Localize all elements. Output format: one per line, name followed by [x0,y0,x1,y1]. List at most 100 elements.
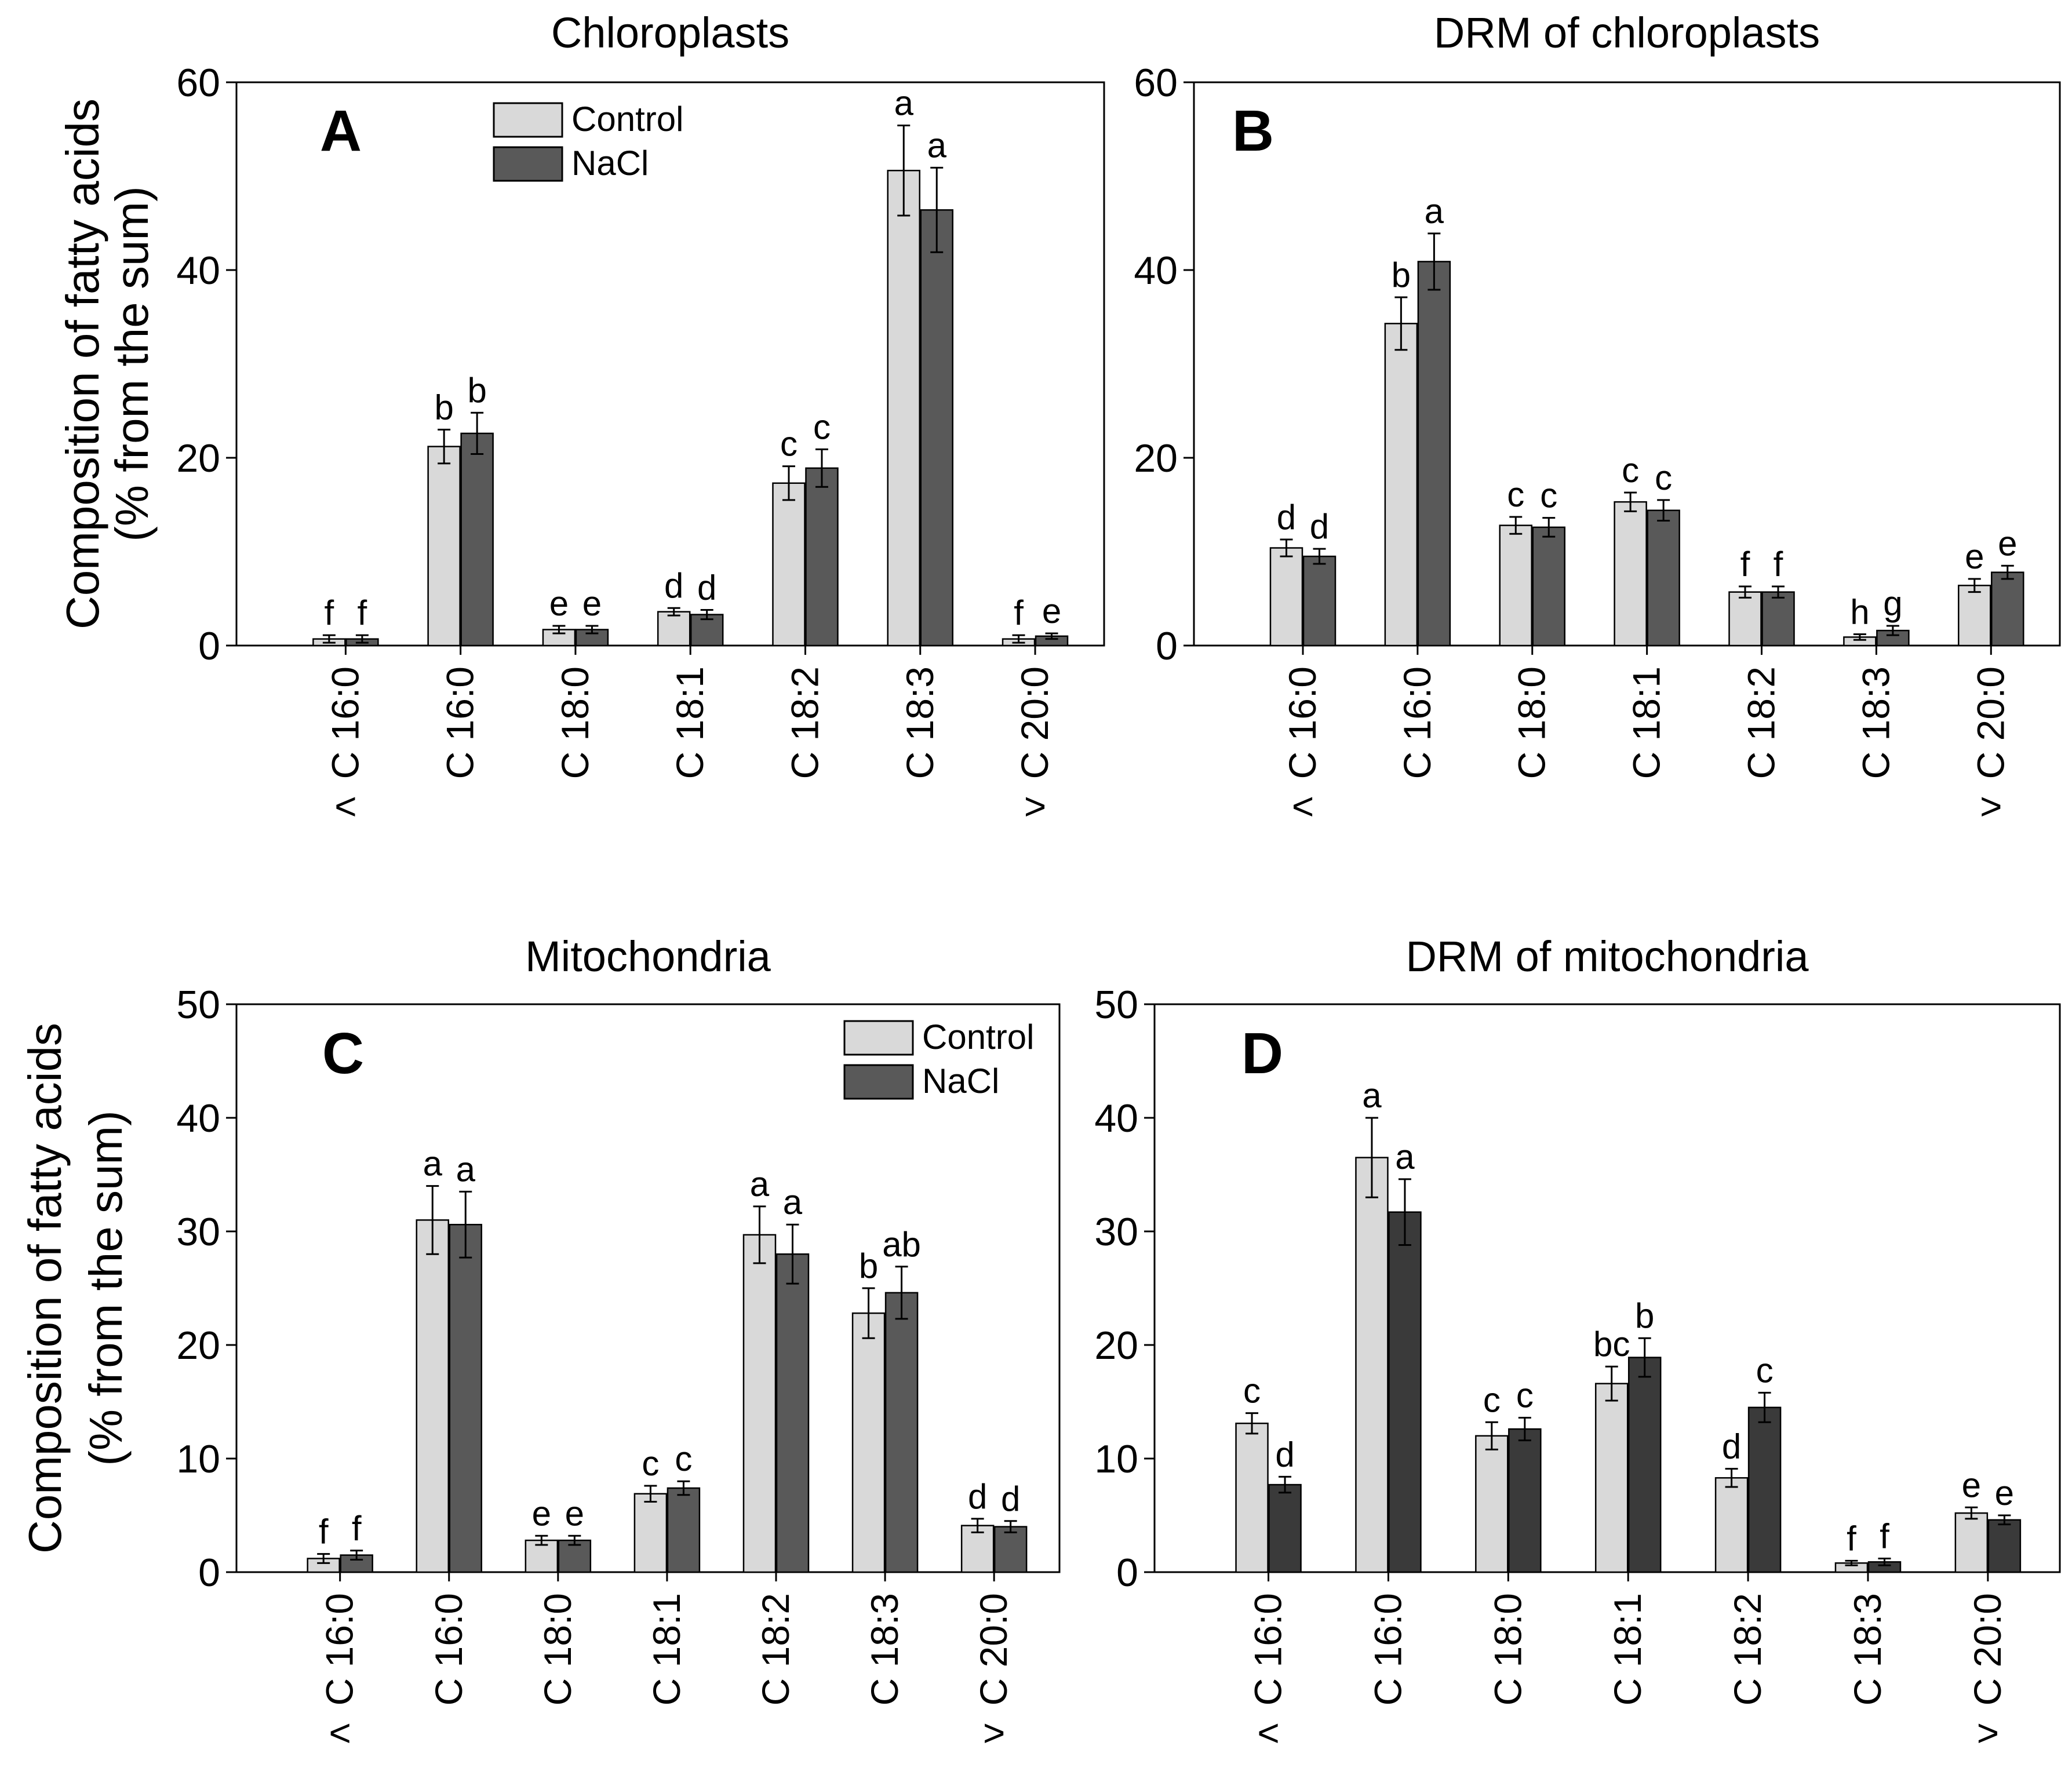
bar-nacl [1987,1519,2022,1573]
significance-letter: e [1995,1474,2014,1512]
bar-control [1355,1157,1389,1573]
bar-control [1728,591,1762,647]
x-tick-label: C 18:0 [1486,1593,1529,1705]
bar-nacl [1761,591,1795,647]
y-tick-label: 40 [176,249,220,293]
bar-control [1714,1477,1749,1573]
x-tick-mark: > [983,1711,1006,1754]
bar-control [633,1493,668,1573]
x-tick-label: C 18:3 [1846,1593,1889,1705]
significance-letter: f [325,593,334,632]
bar-nacl [449,1223,483,1573]
bar-nacl [920,209,954,647]
y-tick-label: 10 [176,1437,220,1481]
legend-swatch-nacl [843,1064,914,1100]
significance-letter: c [1507,475,1524,514]
bar-control [427,446,461,647]
bar-nacl [1302,555,1337,647]
bar-nacl [805,467,839,647]
legend-label: Control [922,1018,1034,1056]
y-tick-label: 0 [1156,624,1178,668]
significance-letter: a [456,1150,476,1189]
x-tick-label: C 18:0 [1510,666,1553,779]
significance-letter: c [675,1439,692,1478]
significance-letter: b [434,388,453,426]
bar-nacl [1747,1406,1782,1573]
y-tick-label: 20 [176,1324,220,1368]
bar-control [1614,501,1647,647]
significance-letter: c [1756,1351,1774,1390]
y-axis-label-line1: Composition of fatty acids [19,1023,71,1554]
significance-letter: a [423,1144,443,1183]
x-tick-label: C 16:0 [318,1593,361,1705]
y-tick-label: 20 [1134,436,1178,480]
x-tick-label: C 18:1 [1606,1593,1649,1705]
significance-letter: f [1880,1517,1889,1555]
significance-letter: d [1277,498,1296,537]
y-tick-label: 50 [1094,983,1138,1027]
x-tick-label: C 18:3 [1854,666,1897,779]
panel-letter: B [1232,99,1274,163]
legend-swatch-control [843,1020,914,1056]
legend-label: NaCl [922,1062,999,1100]
y-tick-label: 50 [176,983,220,1027]
significance-letter: d [1722,1427,1741,1466]
panel-letter: D [1241,1021,1283,1086]
significance-letter: a [1362,1076,1382,1115]
significance-letter: a [894,84,914,123]
significance-letter: c [813,407,831,446]
legend: Control NaCl [843,1018,1034,1100]
y-axis-label-line2: (% from the sum) [80,1110,132,1466]
bar-control [1384,323,1418,647]
bar-nacl [993,1526,1028,1573]
bar-control [1269,547,1303,647]
x-tick-label: C 18:1 [1625,666,1668,779]
bar-control [1499,524,1532,647]
significance-letter: f [1740,545,1750,584]
significance-letter: d [664,566,683,605]
bar-nacl [1532,526,1565,647]
significance-letter: d [1275,1435,1294,1474]
significance-letter: c [780,425,798,464]
significance-letter: g [1883,584,1902,623]
significance-letter: f [352,1509,362,1548]
significance-letter: e [549,584,569,623]
bar-control [851,1312,886,1573]
significance-letter: a [750,1165,770,1204]
panel-b: DRM of chloroplasts B 0 20 40 60 C 16:0 < d d C 16… [1134,9,2061,828]
panel-title: DRM of chloroplasts [1434,9,1820,57]
panel-c: Mitochondria C 0 10 20 30 40 50 C 16:0 < f f C 16:0 a… [19,932,1061,1754]
panel-title: DRM of mitochondria [1405,932,1809,980]
significance-letter: b [1392,256,1411,294]
significance-letter: c [1483,1380,1501,1419]
significance-letter: bc [1593,1325,1630,1364]
significance-letter: d [697,568,716,607]
x-tick-label: C 20:0 [1966,1593,2009,1705]
y-tick-label: 40 [1134,249,1178,293]
significance-letter: f [358,593,367,632]
x-tick-label: C 18:2 [754,1593,797,1705]
y-tick-label: 40 [1094,1096,1138,1140]
y-axis-label-line1: Composition of fatty acids [57,99,108,629]
x-tick-label: C 18:0 [536,1593,579,1705]
legend: Control NaCl [493,100,683,183]
bar-control [1475,1435,1509,1573]
x-tick-label: C 16:0 [1247,1593,1290,1705]
x-tick-mark: < [334,785,357,828]
significance-letter: f [1014,593,1024,632]
y-tick-label: 0 [198,624,220,668]
y-tick-label: 10 [1094,1437,1138,1481]
x-tick-label: C 18:2 [1740,666,1783,779]
bar-nacl [460,432,494,647]
x-tick-mark: < [329,1711,351,1754]
y-tick-label: 60 [1134,61,1178,105]
y-tick-label: 20 [176,436,220,480]
significance-letter: e [1998,524,2017,563]
y-tick-label: 40 [176,1096,220,1140]
significance-letter: e [565,1494,584,1533]
bar-control [1235,1422,1269,1573]
significance-letter: d [1310,507,1329,546]
x-tick-mark: < [1292,785,1314,828]
significance-letter: a [783,1183,803,1222]
significance-letter: c [1243,1372,1261,1410]
